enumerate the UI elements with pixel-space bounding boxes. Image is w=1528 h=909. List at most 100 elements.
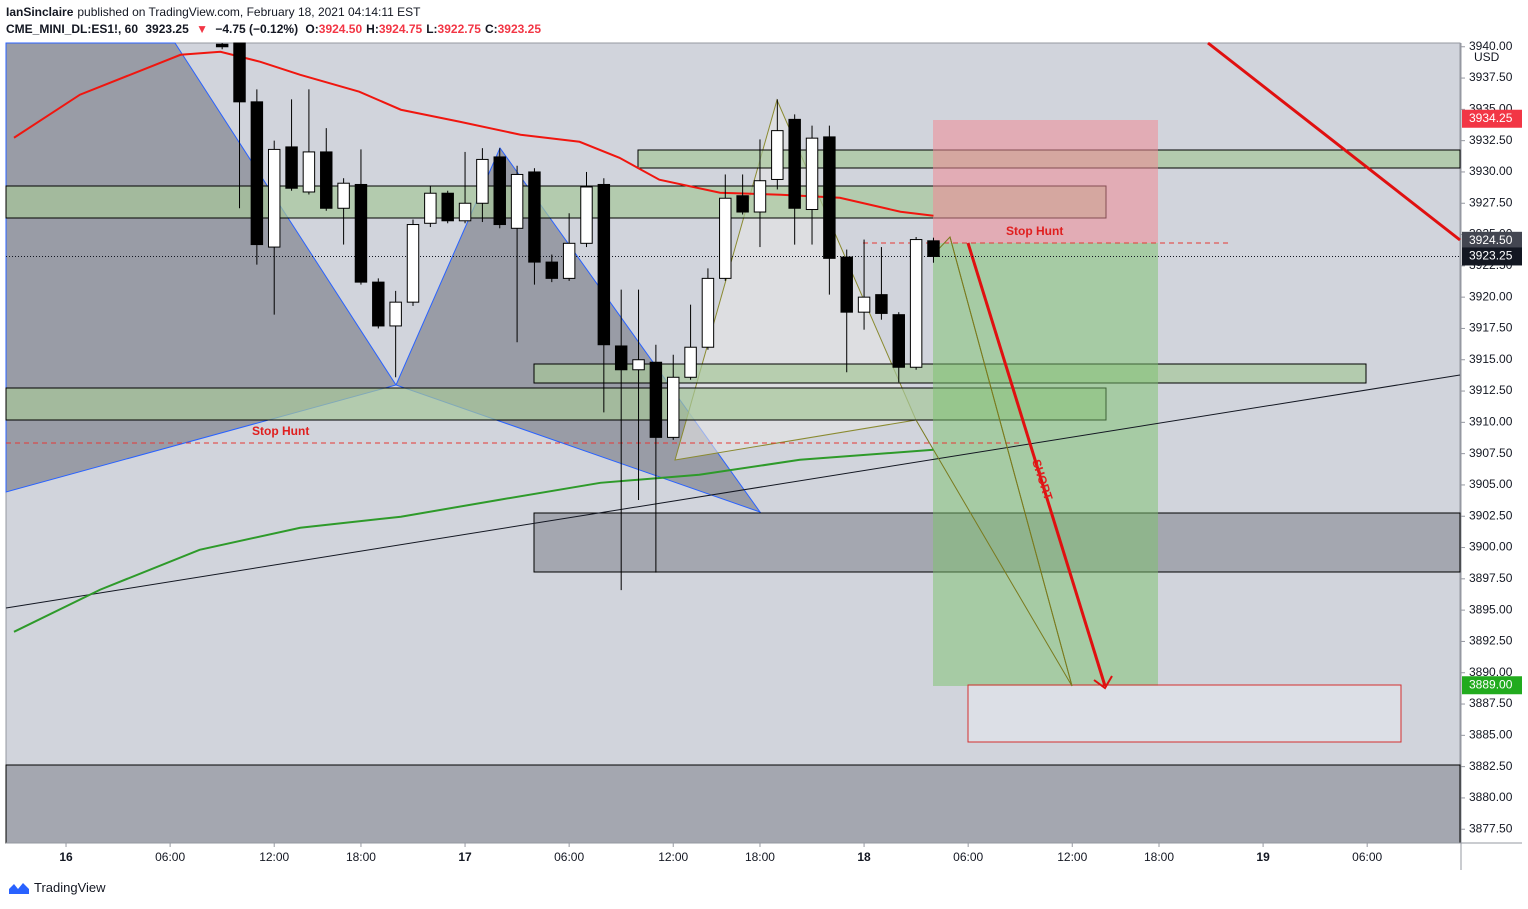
price-label-bg bbox=[1462, 231, 1522, 250]
ohlc-key: C: bbox=[484, 22, 498, 36]
candle-body bbox=[441, 192, 454, 222]
header: IanSinclaire published on TradingView.com… bbox=[6, 4, 549, 38]
candle-body bbox=[614, 345, 628, 371]
x-tick-label: 12:00 bbox=[658, 850, 688, 864]
arrow-head bbox=[1093, 675, 1113, 690]
price-label: 3889.00 bbox=[1469, 677, 1513, 691]
x-tick-label: 16 bbox=[59, 850, 73, 864]
y-tick-label: 3905.00 bbox=[1469, 477, 1513, 491]
candle-body bbox=[372, 281, 385, 327]
y-tick-label: 3915.00 bbox=[1469, 352, 1513, 366]
ohlc-key: O: bbox=[305, 22, 319, 36]
ohlc: O:3924.50 H:3924.75 L:3922.75 C:3923.25 bbox=[305, 22, 545, 36]
candle-body bbox=[233, 42, 246, 103]
price-label: 3923.25 bbox=[1469, 249, 1513, 263]
ohlc-value: 3923.25 bbox=[497, 22, 541, 36]
candle-body bbox=[562, 242, 576, 279]
price-label-bg bbox=[1462, 109, 1522, 128]
ohlc-value: 3924.50 bbox=[318, 22, 363, 36]
y-tick-label: 3902.50 bbox=[1469, 508, 1513, 522]
candle-body bbox=[302, 151, 316, 193]
candle-body bbox=[424, 192, 437, 224]
candle-body bbox=[771, 130, 784, 180]
change: −4.75 (−0.12%) bbox=[215, 22, 299, 36]
logo bbox=[9, 882, 29, 894]
symbol: CME_MINI_DL:ES1!, 60 bbox=[6, 22, 139, 36]
published: published on TradingView.com, February 1… bbox=[77, 5, 421, 19]
arrow: ▼ bbox=[196, 22, 208, 36]
ohlc-value: 3924.75 bbox=[378, 22, 423, 36]
y-tick-label: 3892.50 bbox=[1469, 634, 1513, 648]
target-box bbox=[933, 243, 1158, 686]
y-tick-label: 3927.50 bbox=[1469, 195, 1513, 209]
candle-body bbox=[892, 314, 905, 368]
annotation: Stop Hunt bbox=[252, 424, 309, 438]
annotation: Stop Hunt bbox=[1006, 224, 1063, 238]
candle-body bbox=[215, 43, 229, 48]
x-tick-label: 18:00 bbox=[1144, 850, 1174, 864]
ohlc-key: H: bbox=[366, 22, 379, 36]
projection bbox=[949, 236, 1073, 687]
candle-body bbox=[545, 261, 559, 279]
x-tick-label: 17 bbox=[458, 850, 472, 864]
y-tick-label: 3940.00 bbox=[1469, 39, 1513, 53]
y-tick-label: 3887.50 bbox=[1469, 696, 1513, 710]
price-label: 3934.25 bbox=[1469, 111, 1513, 125]
y-tick-label: 3912.50 bbox=[1469, 383, 1513, 397]
candle-body bbox=[354, 183, 368, 283]
stop-box bbox=[933, 120, 1158, 243]
target-zone bbox=[967, 684, 1402, 743]
candle-body bbox=[285, 146, 298, 189]
ohlc-key: L: bbox=[426, 22, 438, 36]
x-tick-label: 18:00 bbox=[346, 850, 376, 864]
zone bbox=[5, 185, 1107, 219]
drawings bbox=[5, 41, 1461, 844]
candle-body bbox=[476, 158, 489, 204]
candle-body bbox=[649, 361, 663, 438]
candle-body bbox=[753, 180, 767, 213]
moving-average bbox=[13, 448, 934, 633]
candle-body bbox=[736, 195, 749, 213]
ohlc-value: 3922.75 bbox=[437, 22, 481, 36]
x-tick-label: 06:00 bbox=[554, 850, 584, 864]
trend-line bbox=[5, 374, 1461, 609]
candle-body bbox=[580, 186, 593, 244]
y-tick-label: 3880.00 bbox=[1469, 790, 1513, 804]
x-tick-label: 19 bbox=[1256, 850, 1270, 864]
symbol-line: CME_MINI_DL:ES1!, 60 3923.25 ▼ −4.75 (−0… bbox=[6, 21, 549, 38]
candle-body bbox=[406, 224, 420, 303]
candle-body bbox=[719, 197, 732, 279]
price-label-bg bbox=[1462, 676, 1522, 695]
currency: USD bbox=[1474, 50, 1500, 64]
x-tick-label: 06:00 bbox=[953, 850, 983, 864]
y-tick-label: 3877.50 bbox=[1469, 821, 1513, 835]
short-arrow bbox=[966, 242, 1107, 687]
candle-body bbox=[597, 183, 611, 346]
candle-body bbox=[927, 240, 940, 257]
footer: TradingView bbox=[8, 880, 106, 895]
y-tick-label: 3932.50 bbox=[1469, 133, 1513, 147]
last: 3923.25 bbox=[145, 22, 189, 36]
brand: TradingView bbox=[34, 880, 106, 895]
candle-body bbox=[909, 239, 923, 368]
candle-body bbox=[337, 182, 350, 209]
y-tick-label: 3917.50 bbox=[1469, 321, 1513, 335]
candle-body bbox=[320, 151, 333, 209]
publish-line: IanSinclaire published on TradingView.com… bbox=[6, 4, 549, 21]
y-tick-label: 3897.50 bbox=[1469, 571, 1513, 585]
candle-body bbox=[805, 137, 819, 211]
price-label-bg bbox=[1462, 247, 1522, 266]
candle-body bbox=[510, 173, 524, 229]
y-tick-label: 3937.50 bbox=[1469, 70, 1513, 84]
trend-line-red bbox=[1207, 41, 1461, 242]
candle-body bbox=[875, 294, 888, 314]
candle-body bbox=[667, 376, 680, 438]
y-tick-label: 3930.00 bbox=[1469, 164, 1513, 178]
y-tick-label: 3885.00 bbox=[1469, 728, 1513, 742]
y-tick-label: 3920.00 bbox=[1469, 289, 1513, 303]
x-tick-label: 06:00 bbox=[1352, 850, 1382, 864]
candle-body bbox=[701, 277, 715, 348]
candle-body bbox=[528, 171, 541, 263]
